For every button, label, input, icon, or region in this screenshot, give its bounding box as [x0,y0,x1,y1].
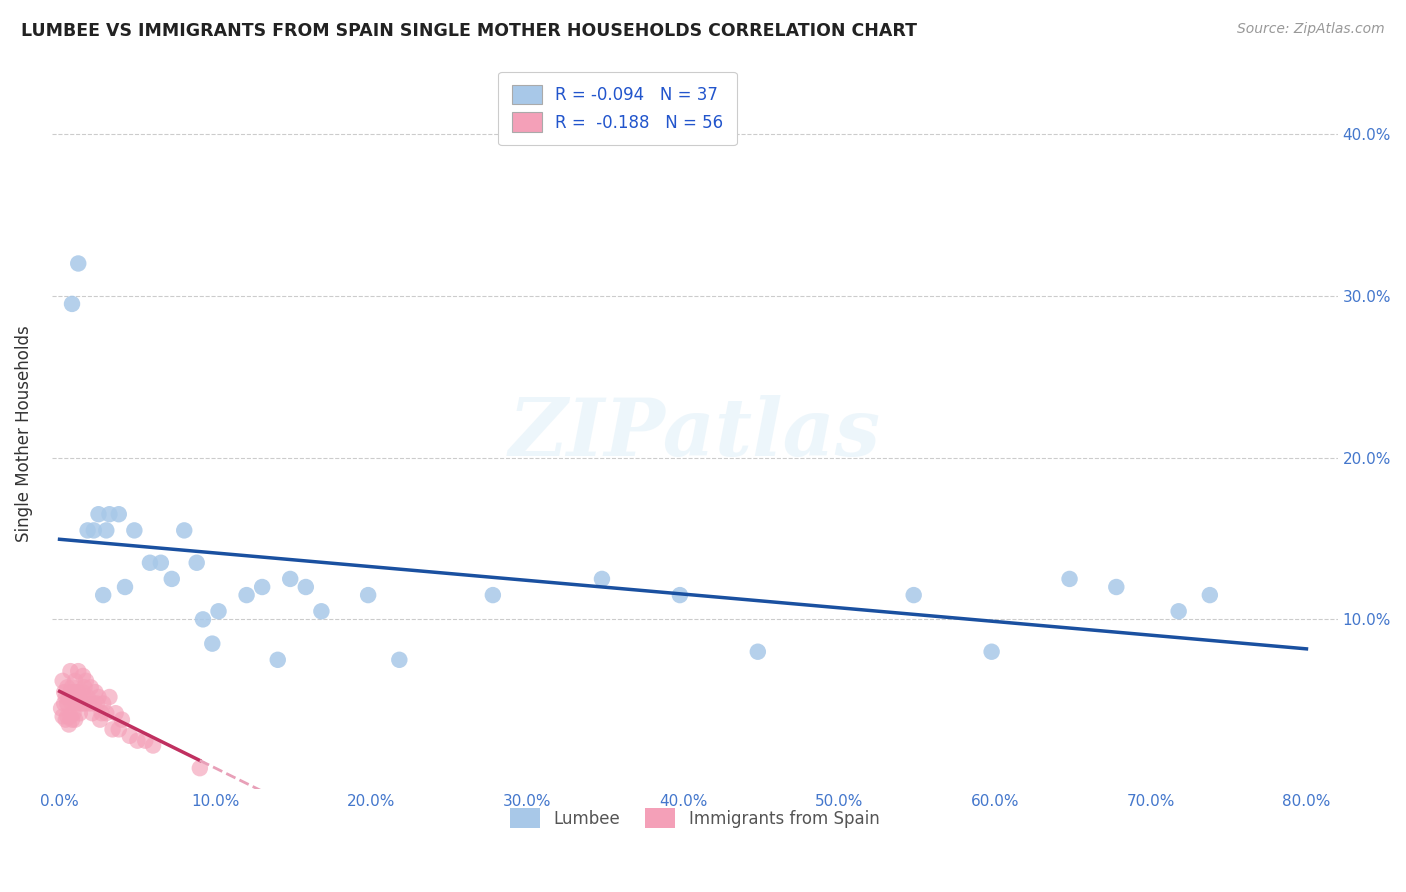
Point [60,713,83,727]
Point [59,709,82,723]
Point [67,685,90,699]
Point [124,524,146,538]
Point [104,706,127,721]
Point [82,706,104,721]
Point [63,673,86,688]
Point [235,588,257,602]
Point [63,713,86,727]
Point [76,690,98,704]
Point [87,690,110,704]
Point [1059,572,1081,586]
Point [49,701,72,715]
Point [747,645,769,659]
Point [90,706,112,721]
Point [60,697,83,711]
Point [83,524,105,538]
Point [67,256,90,270]
Text: Source: ZipAtlas.com: Source: ZipAtlas.com [1237,22,1385,37]
Point [98,507,121,521]
Legend: Lumbee, Immigrants from Spain: Lumbee, Immigrants from Spain [503,802,886,834]
Point [101,723,124,737]
Point [186,556,208,570]
Point [62,706,84,721]
Point [73,697,96,711]
Point [86,697,108,711]
Point [69,706,91,721]
Text: LUMBEE VS IMMIGRANTS FROM SPAIN SINGLE MOTHER HOUSEHOLDS CORRELATION CHART: LUMBEE VS IMMIGRANTS FROM SPAIN SINGLE M… [21,22,917,40]
Point [107,507,129,521]
Point [207,604,229,618]
Point [160,572,183,586]
Point [70,697,93,711]
Point [76,524,98,538]
Point [69,690,91,704]
Point [149,556,172,570]
Point [96,706,118,721]
Point [98,690,121,704]
Point [87,507,110,521]
Point [357,588,380,602]
Point [591,572,613,586]
Point [59,685,82,699]
Point [127,733,149,747]
Point [114,580,136,594]
Point [267,653,290,667]
Point [56,697,79,711]
Point [72,685,94,699]
Point [482,588,505,602]
Point [56,709,79,723]
Text: ZIPatlas: ZIPatlas [509,394,880,472]
Point [89,713,111,727]
Point [58,690,80,704]
Point [250,580,273,594]
Point [388,653,411,667]
Point [188,761,211,775]
Point [1198,588,1220,602]
Point [55,713,77,727]
Point [1105,580,1128,594]
Point [84,685,107,699]
Point [139,556,162,570]
Point [62,690,84,704]
Point [52,709,75,723]
Point [58,717,80,731]
Point [980,645,1002,659]
Point [60,297,83,311]
Point [80,681,103,695]
Point [142,739,165,753]
Y-axis label: Single Mother Households: Single Mother Households [15,325,32,541]
Point [53,685,76,699]
Point [201,637,224,651]
Point [96,524,118,538]
Point [59,664,82,678]
Point [72,669,94,683]
Point [669,588,692,602]
Point [73,681,96,695]
Point [52,673,75,688]
Point [903,588,925,602]
Point [55,690,77,704]
Point [56,681,79,695]
Point [191,612,214,626]
Point [134,733,156,747]
Point [53,697,76,711]
Point [67,664,90,678]
Point [83,697,105,711]
Point [60,681,83,695]
Point [295,580,318,594]
Point [91,697,114,711]
Point [1167,604,1189,618]
Point [173,524,195,538]
Point [63,685,86,699]
Point [75,673,97,688]
Point [107,723,129,737]
Point [311,604,333,618]
Point [111,713,134,727]
Point [118,729,141,743]
Point [66,697,89,711]
Point [278,572,301,586]
Point [91,588,114,602]
Point [77,697,100,711]
